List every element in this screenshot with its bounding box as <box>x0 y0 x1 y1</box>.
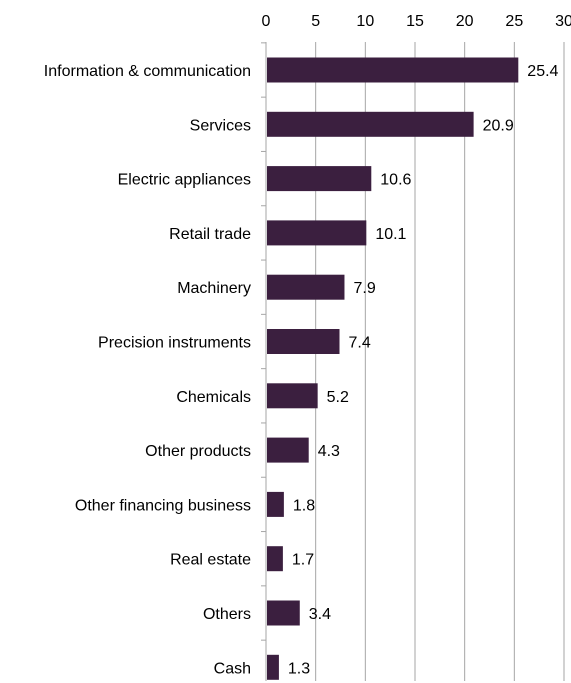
category-label-8: Other financing business <box>75 497 251 514</box>
data-label-3: 10.1 <box>375 226 406 243</box>
bar-4 <box>267 274 345 300</box>
bar-10 <box>267 600 300 626</box>
data-label-0: 25.4 <box>527 63 558 80</box>
category-label-1: Services <box>190 117 251 134</box>
x-tick-label-10: 10 <box>356 13 374 30</box>
bars <box>267 57 519 680</box>
x-tick-label-0: 0 <box>262 13 271 30</box>
category-label-4: Machinery <box>177 280 251 297</box>
data-label-9: 1.7 <box>292 552 314 569</box>
bar-1 <box>267 111 474 137</box>
bar-5 <box>267 329 340 354</box>
data-label-8: 1.8 <box>293 497 315 514</box>
category-label-2: Electric appliances <box>118 172 251 189</box>
category-label-0: Information & communication <box>44 63 251 80</box>
x-tick-label-15: 15 <box>406 13 424 30</box>
data-label-1: 20.9 <box>483 117 514 134</box>
data-label-11: 1.3 <box>288 660 310 677</box>
bar-7 <box>267 437 309 463</box>
labels: Information & communication 25.4 Services 2… <box>44 63 559 677</box>
category-label-11: Cash <box>214 660 251 677</box>
gridlines <box>315 42 565 681</box>
bar-3 <box>267 220 367 246</box>
category-label-9: Real estate <box>170 552 251 569</box>
data-label-7: 4.3 <box>318 443 340 460</box>
x-tick-label-25: 25 <box>505 13 523 30</box>
category-label-7: Other products <box>145 443 251 460</box>
category-label-6: Chemicals <box>176 389 251 406</box>
data-label-4: 7.9 <box>353 280 375 297</box>
data-label-10: 3.4 <box>309 606 331 623</box>
category-label-10: Others <box>203 606 251 623</box>
axes: 0 5 10 15 20 25 30 <box>261 13 571 681</box>
bar-9 <box>267 546 283 572</box>
data-label-6: 5.2 <box>327 389 349 406</box>
data-label-2: 10.6 <box>380 172 411 189</box>
x-tick-label-30: 30 <box>555 13 571 30</box>
bar-0 <box>267 57 519 83</box>
data-label-5: 7.4 <box>349 335 371 352</box>
category-label-3: Retail trade <box>169 226 251 243</box>
bar-8 <box>267 491 284 517</box>
category-label-5: Precision instruments <box>98 335 251 352</box>
x-tick-label-20: 20 <box>456 13 474 30</box>
bar-2 <box>267 166 372 192</box>
x-tick-label-5: 5 <box>311 13 320 30</box>
bar-6 <box>267 383 318 409</box>
bar-11 <box>267 654 279 680</box>
